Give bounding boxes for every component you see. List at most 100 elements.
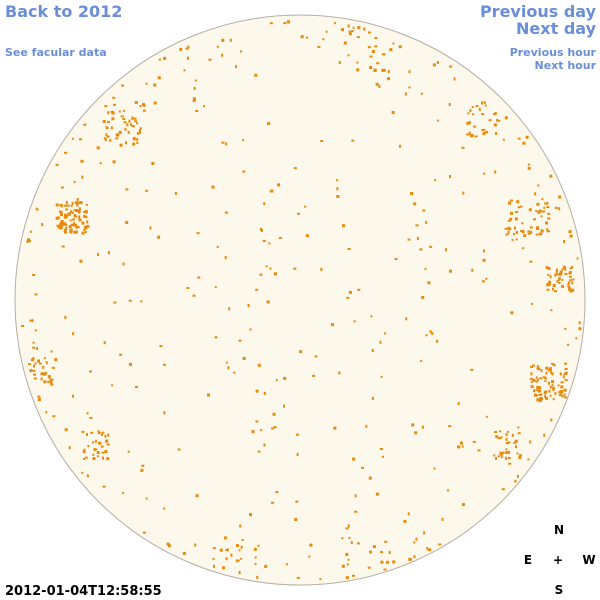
facula: [273, 426, 277, 429]
facula: [136, 132, 139, 135]
facula: [515, 445, 518, 449]
facula: [540, 393, 543, 396]
facula: [552, 388, 555, 392]
facula: [295, 433, 299, 436]
next-hour-link[interactable]: Next hour: [535, 59, 597, 72]
facula: [494, 112, 497, 115]
facula: [421, 425, 424, 429]
facula: [319, 578, 322, 581]
facula: [253, 547, 257, 551]
facula: [263, 443, 266, 447]
facula: [449, 65, 453, 68]
facula: [352, 26, 355, 29]
facula: [527, 458, 530, 461]
facula: [106, 439, 109, 443]
facula: [81, 175, 84, 179]
facula: [545, 265, 548, 269]
facula: [539, 377, 543, 380]
facula: [372, 545, 376, 549]
facula: [333, 426, 337, 430]
facula: [538, 399, 542, 403]
facula: [37, 395, 41, 398]
facula: [429, 548, 432, 552]
facula: [40, 377, 43, 381]
facula: [71, 224, 75, 227]
facula: [64, 223, 68, 226]
facula: [483, 101, 486, 105]
facula: [208, 58, 212, 61]
facula: [293, 167, 297, 170]
facula: [55, 203, 59, 207]
facula: [352, 457, 356, 461]
facular-link[interactable]: See facular data: [5, 46, 107, 59]
facula: [511, 238, 514, 241]
facula: [299, 350, 303, 354]
facula: [61, 222, 65, 225]
previous-hour-link[interactable]: Previous hour: [510, 46, 597, 59]
facula: [551, 372, 554, 376]
facula: [203, 105, 205, 108]
facula: [371, 349, 374, 352]
facula: [564, 368, 568, 370]
facula: [485, 277, 488, 280]
facula: [461, 146, 465, 149]
facula: [216, 45, 219, 48]
facula: [83, 214, 86, 218]
facula: [98, 441, 102, 445]
facula: [125, 221, 129, 224]
facula: [546, 228, 549, 232]
facula: [136, 142, 139, 144]
facula: [287, 20, 290, 24]
facula: [468, 131, 471, 135]
facula: [90, 431, 94, 434]
facula: [542, 376, 546, 379]
facula: [416, 236, 419, 240]
facula: [32, 346, 36, 349]
facula: [106, 127, 109, 129]
facula: [131, 125, 135, 128]
facula: [272, 412, 276, 416]
facula: [543, 206, 546, 209]
facula: [85, 203, 88, 206]
facula: [550, 371, 553, 375]
facula: [64, 213, 67, 217]
facula: [564, 273, 568, 275]
facula: [507, 441, 511, 444]
facula: [549, 394, 552, 397]
facula: [494, 170, 497, 174]
facula: [132, 142, 136, 146]
facula: [127, 450, 130, 453]
facula: [552, 283, 556, 287]
back-link[interactable]: Back to 2012: [5, 2, 122, 21]
facula: [221, 53, 224, 57]
facula: [85, 225, 88, 229]
facula: [558, 195, 562, 199]
facula: [238, 339, 242, 342]
facula: [543, 433, 546, 437]
facula: [57, 216, 60, 220]
facula: [295, 500, 299, 503]
facula: [341, 537, 344, 540]
previous-day-link[interactable]: Previous day: [480, 2, 597, 21]
next-day-link[interactable]: Next day: [516, 19, 597, 38]
facula: [351, 139, 355, 142]
facula: [257, 363, 261, 367]
facula: [177, 448, 181, 451]
facula: [369, 66, 373, 69]
facula: [238, 549, 241, 552]
facula: [262, 239, 266, 242]
facula: [33, 364, 35, 368]
compass-west: W: [582, 553, 595, 567]
facula: [187, 56, 189, 60]
facula: [521, 222, 524, 225]
facula: [225, 557, 228, 561]
facula: [196, 232, 200, 235]
facula: [73, 209, 77, 212]
facula: [522, 247, 525, 250]
facula: [367, 46, 371, 49]
facula: [107, 111, 110, 115]
facula: [549, 275, 552, 279]
facula: [107, 433, 110, 437]
facula: [342, 224, 345, 228]
